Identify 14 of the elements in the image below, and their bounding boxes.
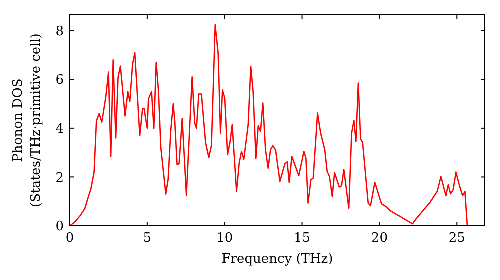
y-tick-label: 8 bbox=[56, 24, 64, 40]
x-tick-label: 25 bbox=[448, 231, 466, 246]
x-tick-label: 20 bbox=[371, 231, 388, 246]
y-tick-label: 0 bbox=[56, 220, 64, 235]
line-series bbox=[69, 24, 468, 227]
x-tick-label: 10 bbox=[216, 231, 234, 246]
x-tick-label: 5 bbox=[143, 231, 152, 246]
y-tick-label: 6 bbox=[56, 73, 64, 88]
x-tick-label: 0 bbox=[66, 231, 74, 246]
y-tick-label: 4 bbox=[56, 122, 64, 137]
x-axis-title: Frequency (THz) bbox=[222, 252, 334, 267]
y-axis-title: Phonon DOS (States/THz·primitive cell) bbox=[11, 33, 44, 208]
x-tick-label: 15 bbox=[294, 231, 311, 246]
y-tick-label: 2 bbox=[56, 170, 64, 186]
